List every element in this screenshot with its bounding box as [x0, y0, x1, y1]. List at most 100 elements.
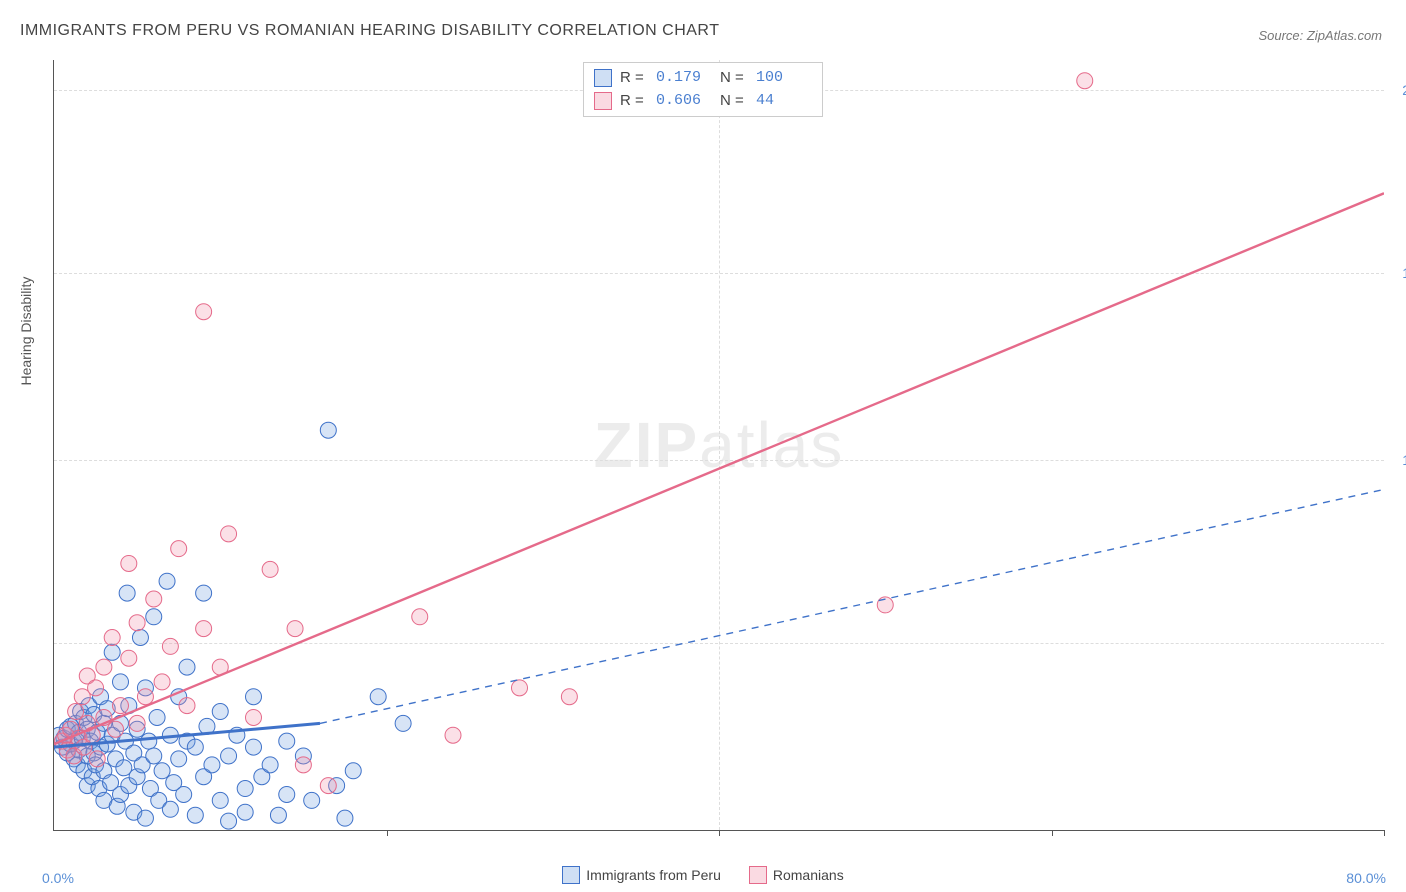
data-point-peru: [154, 763, 170, 779]
data-point-peru: [141, 733, 157, 749]
legend-r-label: R =: [620, 90, 648, 113]
data-point-peru: [279, 786, 295, 802]
data-point-romanians: [137, 689, 153, 705]
data-point-romanians: [196, 304, 212, 320]
data-point-peru: [162, 801, 178, 817]
data-point-peru: [337, 810, 353, 826]
data-point-peru: [237, 804, 253, 820]
legend-series: Immigrants from Peru Romanians: [0, 866, 1406, 884]
data-point-romanians: [246, 709, 262, 725]
data-point-peru: [212, 704, 228, 720]
data-point-peru: [104, 644, 120, 660]
data-point-peru: [137, 810, 153, 826]
data-point-peru: [204, 757, 220, 773]
data-point-peru: [159, 573, 175, 589]
plot-area: ZIPatlas 6.3%12.5%18.8%25.0%: [53, 60, 1384, 831]
data-point-peru: [345, 763, 361, 779]
legend-swatch-romanians: [749, 866, 767, 884]
data-point-romanians: [561, 689, 577, 705]
legend-label-peru: Immigrants from Peru: [586, 867, 721, 883]
data-point-peru: [179, 659, 195, 675]
data-point-romanians: [262, 561, 278, 577]
data-point-peru: [246, 689, 262, 705]
legend-swatch-peru: [562, 866, 580, 884]
data-point-peru: [212, 792, 228, 808]
x-tick: [719, 830, 720, 836]
data-point-romanians: [412, 609, 428, 625]
data-point-romanians: [68, 704, 84, 720]
data-point-peru: [237, 781, 253, 797]
legend-series-peru: Immigrants from Peru: [562, 866, 721, 884]
legend-n-label: N =: [720, 67, 748, 90]
y-tick-label: 18.8%: [1402, 265, 1406, 281]
x-tick: [1384, 830, 1385, 836]
data-point-romanians: [512, 680, 528, 696]
data-point-peru: [187, 807, 203, 823]
data-point-peru: [279, 733, 295, 749]
data-point-romanians: [179, 698, 195, 714]
legend-n-value-romanians: 44: [756, 90, 812, 113]
data-point-romanians: [287, 621, 303, 637]
data-point-romanians: [129, 615, 145, 631]
chart-title: IMMIGRANTS FROM PERU VS ROMANIAN HEARING…: [20, 22, 719, 40]
data-point-peru: [221, 813, 237, 829]
trend-line: [54, 193, 1384, 744]
data-point-romanians: [196, 621, 212, 637]
data-point-romanians: [121, 555, 137, 571]
data-point-romanians: [171, 541, 187, 557]
legend-n-value-peru: 100: [756, 67, 812, 90]
data-point-peru: [246, 739, 262, 755]
data-point-romanians: [162, 638, 178, 654]
data-point-peru: [221, 748, 237, 764]
data-point-romanians: [295, 757, 311, 773]
x-tick: [387, 830, 388, 836]
legend-r-value-peru: 0.179: [656, 67, 712, 90]
trend-line: [320, 489, 1384, 723]
legend-swatch-romanians: [594, 92, 612, 110]
data-point-romanians: [89, 751, 105, 767]
data-point-peru: [187, 739, 203, 755]
source-attribution: Source: ZipAtlas.com: [1258, 28, 1382, 43]
data-point-peru: [113, 674, 129, 690]
data-point-peru: [395, 715, 411, 731]
data-point-romanians: [96, 659, 112, 675]
data-point-peru: [304, 792, 320, 808]
data-point-romanians: [320, 778, 336, 794]
data-point-peru: [176, 786, 192, 802]
data-point-romanians: [108, 721, 124, 737]
legend-stats-row-peru: R = 0.179 N = 100: [594, 67, 812, 90]
data-point-romanians: [121, 650, 137, 666]
data-point-peru: [146, 609, 162, 625]
data-point-peru: [270, 807, 286, 823]
legend-r-label: R =: [620, 67, 648, 90]
plot-svg: [54, 60, 1384, 830]
data-point-peru: [370, 689, 386, 705]
legend-stats: R = 0.179 N = 100 R = 0.606 N = 44: [583, 62, 823, 117]
data-point-peru: [320, 422, 336, 438]
y-axis-title: Hearing Disability: [18, 277, 34, 386]
data-point-peru: [146, 748, 162, 764]
x-tick: [1052, 830, 1053, 836]
data-point-romanians: [146, 591, 162, 607]
data-point-peru: [196, 585, 212, 601]
data-point-peru: [262, 757, 278, 773]
data-point-romanians: [113, 698, 129, 714]
y-tick-label: 12.5%: [1402, 452, 1406, 468]
legend-label-romanians: Romanians: [773, 867, 844, 883]
legend-swatch-peru: [594, 69, 612, 87]
y-tick-label: 25.0%: [1402, 82, 1406, 98]
legend-series-romanians: Romanians: [749, 866, 844, 884]
data-point-romanians: [445, 727, 461, 743]
data-point-romanians: [1077, 73, 1093, 89]
legend-n-label: N =: [720, 90, 748, 113]
data-point-peru: [119, 585, 135, 601]
data-point-romanians: [88, 680, 104, 696]
data-point-romanians: [104, 630, 120, 646]
data-point-peru: [149, 709, 165, 725]
data-point-romanians: [154, 674, 170, 690]
data-point-peru: [132, 630, 148, 646]
data-point-romanians: [129, 715, 145, 731]
legend-r-value-romanians: 0.606: [656, 90, 712, 113]
data-point-peru: [171, 751, 187, 767]
data-point-romanians: [221, 526, 237, 542]
